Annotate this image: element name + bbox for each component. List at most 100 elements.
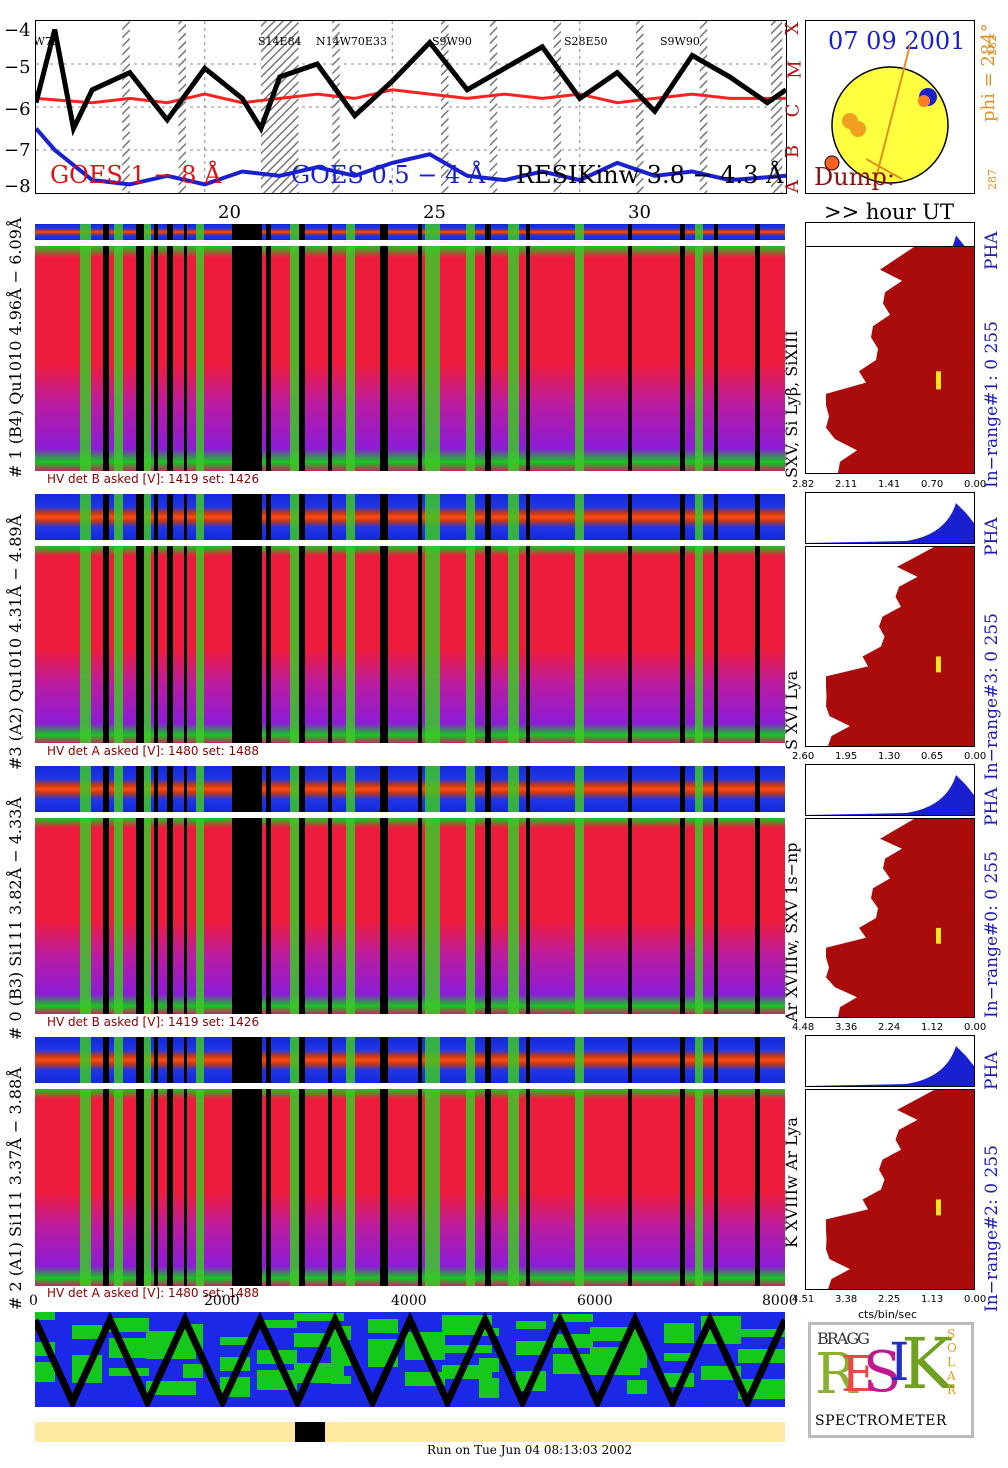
logo-solar: SOLAR bbox=[947, 1327, 957, 1397]
data-gap-bar bbox=[153, 766, 158, 812]
histogram-area bbox=[826, 547, 974, 746]
data-gap-bar bbox=[266, 1089, 271, 1286]
time-unit: >> hour UT bbox=[824, 200, 954, 224]
strip-cell bbox=[610, 1422, 615, 1442]
data-gap-bar bbox=[153, 1037, 158, 1083]
data-gap-bar bbox=[526, 766, 530, 812]
data-gap-bar bbox=[417, 766, 422, 812]
spectrum-band bbox=[143, 766, 152, 812]
data-gap-bar bbox=[167, 546, 173, 743]
data-gap-bar bbox=[102, 1089, 109, 1286]
strip-cell bbox=[110, 1422, 115, 1442]
goes-class-label: M bbox=[784, 60, 806, 79]
scan-patch bbox=[109, 1368, 149, 1376]
data-gap-bar bbox=[713, 494, 718, 540]
strip-cell bbox=[480, 1422, 485, 1442]
spectrum-band bbox=[575, 246, 584, 471]
data-gap-bar bbox=[526, 224, 530, 240]
strip-cell bbox=[730, 1422, 735, 1442]
strip-cell bbox=[540, 1422, 545, 1442]
strip-cell bbox=[335, 1422, 340, 1442]
strip-cell bbox=[570, 1422, 575, 1442]
data-gap-bar bbox=[136, 1037, 144, 1083]
data-gap-bar bbox=[167, 818, 173, 1014]
data-gap-bar bbox=[231, 1037, 262, 1083]
strip-cell bbox=[500, 1422, 505, 1442]
spectrum-band bbox=[695, 766, 703, 812]
strip-cell bbox=[710, 1422, 715, 1442]
scan-patch bbox=[368, 1359, 398, 1367]
spectrum-band bbox=[143, 246, 152, 471]
sun-disk-svg bbox=[824, 44, 949, 187]
spectrum-band bbox=[507, 246, 519, 471]
strip-cell bbox=[105, 1422, 110, 1442]
spectrum-band bbox=[575, 766, 584, 812]
strip-cell bbox=[405, 1422, 410, 1442]
spectrum-band bbox=[196, 224, 204, 240]
pha-curve bbox=[806, 1046, 974, 1086]
data-gap-bar bbox=[183, 766, 187, 812]
spectrum-band bbox=[425, 818, 440, 1014]
strip-cell bbox=[525, 1422, 530, 1442]
hv-status: HV det B asked [V]: 1419 set: 1426 bbox=[47, 1015, 260, 1029]
data-gap-bar bbox=[167, 1089, 173, 1286]
data-gap-bar bbox=[327, 246, 332, 471]
pha-label: PHA bbox=[982, 787, 1002, 826]
hv-status: HV det A asked [V]: 1480 set: 1488 bbox=[47, 744, 260, 758]
date-label: 07 09 2001 bbox=[828, 27, 966, 55]
flare-id-label: S14E84 bbox=[258, 35, 302, 48]
hist-tick-label: 2.11 bbox=[835, 479, 858, 490]
strip-cell bbox=[510, 1422, 515, 1442]
strip-cell bbox=[745, 1422, 750, 1442]
strip-cell bbox=[465, 1422, 470, 1442]
dump-label: Dump: 00597 bbox=[814, 163, 895, 193]
scan-patch bbox=[220, 1337, 250, 1345]
legend-goes-long: GOES 1 − 8 Å bbox=[50, 161, 222, 189]
strip-cell bbox=[95, 1422, 100, 1442]
spectrum-histogram bbox=[805, 1089, 975, 1290]
strip-cell bbox=[615, 1422, 620, 1442]
strip-cell bbox=[250, 1422, 255, 1442]
strip-cell bbox=[90, 1422, 95, 1442]
scan-patch bbox=[442, 1345, 492, 1353]
strip-cell bbox=[350, 1422, 355, 1442]
data-gap-bar bbox=[327, 1089, 332, 1286]
spectrum-band bbox=[290, 546, 299, 743]
strip-cell bbox=[205, 1422, 210, 1442]
strip-cell bbox=[535, 1422, 540, 1442]
data-gap-bar bbox=[183, 1089, 187, 1286]
strip-cell bbox=[700, 1422, 705, 1442]
spectrogram bbox=[35, 546, 785, 743]
scan-patch bbox=[516, 1321, 546, 1329]
pha-histogram bbox=[805, 492, 975, 544]
data-gap-bar bbox=[136, 818, 144, 1014]
spectrum-band bbox=[575, 224, 584, 240]
strip-cell bbox=[305, 1422, 310, 1442]
spectrum-band bbox=[466, 494, 476, 540]
spectrum-band bbox=[346, 1037, 356, 1083]
in-range-marker bbox=[936, 371, 941, 390]
spectrum-band bbox=[196, 546, 204, 743]
hist-tick-label: 2.24 bbox=[878, 1022, 901, 1033]
logo-letter-s: S bbox=[863, 1340, 902, 1405]
phi-top: 282 bbox=[986, 35, 999, 56]
temperature-strip-svg bbox=[35, 1422, 785, 1442]
line-label: S XVI Lya bbox=[782, 670, 801, 750]
strip-cell bbox=[550, 1422, 555, 1442]
strip-cell bbox=[520, 1422, 525, 1442]
spectrum-band bbox=[80, 246, 92, 471]
strip-cell bbox=[70, 1422, 75, 1442]
data-gap-bar bbox=[680, 246, 685, 471]
data-gap-bar bbox=[526, 546, 530, 743]
bottom-axis-tick: 4000 bbox=[391, 1293, 427, 1309]
data-gap-bar bbox=[183, 224, 187, 240]
strip-cell bbox=[380, 1422, 385, 1442]
data-gap-bar bbox=[266, 1037, 271, 1083]
strip-cell bbox=[665, 1422, 670, 1442]
strip-cell bbox=[590, 1422, 595, 1442]
data-gap bbox=[636, 21, 644, 193]
hist-tick-label: 1.13 bbox=[921, 1294, 944, 1305]
spectrum-band bbox=[113, 1037, 123, 1083]
strip-cell bbox=[315, 1422, 320, 1442]
data-gap bbox=[441, 21, 449, 193]
